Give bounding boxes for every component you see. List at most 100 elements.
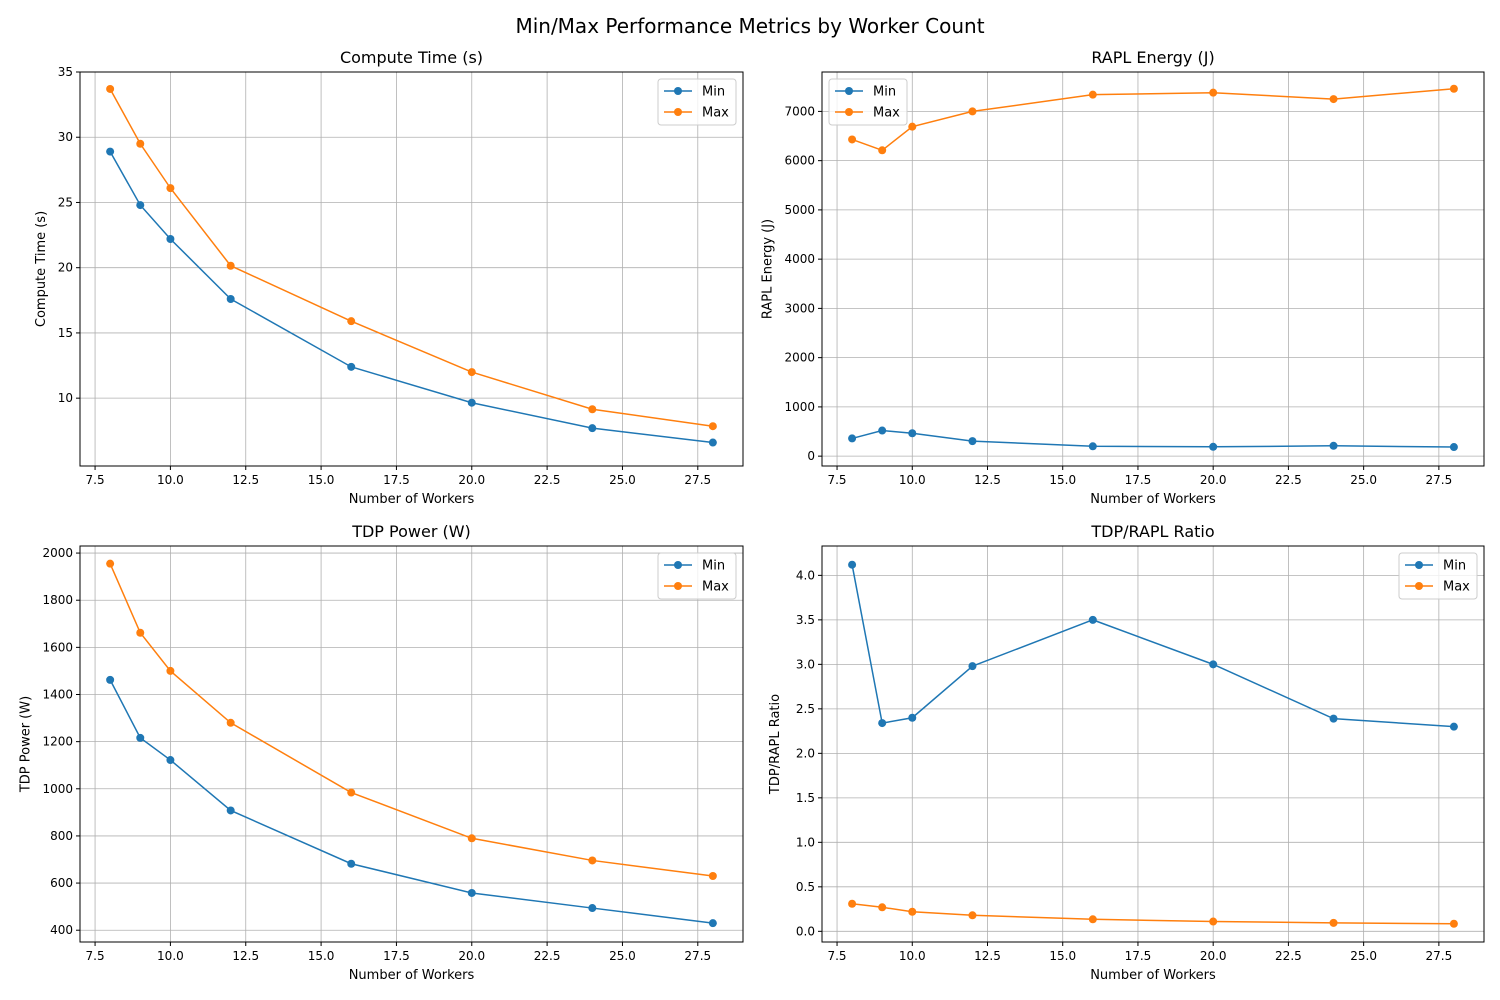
data-point-max bbox=[708, 422, 717, 431]
series-line-max bbox=[852, 902, 1454, 925]
y-tick-label: 3.0 bbox=[796, 657, 815, 671]
plot-area: 7.5 10.0 12.5 15.0 17.5 20.0 22.5 25.0 27.5 400 60… bbox=[19, 522, 744, 983]
data-point-min bbox=[106, 675, 115, 684]
legend-label-min: Min bbox=[1443, 559, 1466, 574]
y-tick-label: 2.0 bbox=[796, 746, 815, 760]
data-point-min bbox=[347, 362, 356, 371]
plot-area: 7.5 10.0 12.5 15.0 17.5 20.0 22.5 25.0 27.5 0 1000… bbox=[761, 48, 1485, 507]
y-tick-label: 1200 bbox=[42, 735, 73, 749]
x-tick-label: 10.0 bbox=[157, 473, 184, 487]
y-tick-label: 15 bbox=[58, 326, 73, 340]
data-point-min bbox=[1209, 442, 1218, 451]
x-tick-label: 27.5 bbox=[684, 949, 711, 963]
x-tick-label: 17.5 bbox=[383, 949, 410, 963]
x-tick-label: 17.5 bbox=[1125, 949, 1152, 963]
data-point-min bbox=[1209, 660, 1218, 669]
data-point-min bbox=[708, 919, 717, 928]
y-tick-label: 20 bbox=[58, 261, 73, 275]
y-tick-label: 10 bbox=[58, 391, 73, 405]
x-tick-label: 12.5 bbox=[232, 949, 259, 963]
data-point-max bbox=[467, 368, 476, 377]
legend-label-min: Min bbox=[702, 85, 725, 100]
plot-area: 7.5 10.0 12.5 15.0 17.5 20.0 22.5 25.0 27.5 0.0 0.… bbox=[768, 522, 1485, 983]
data-point-max bbox=[106, 559, 115, 568]
data-point-min bbox=[226, 806, 235, 815]
legend: Min Max bbox=[657, 78, 737, 126]
data-point-min bbox=[467, 398, 476, 407]
data-point-max bbox=[588, 856, 597, 865]
y-tick-label: 1800 bbox=[42, 593, 73, 607]
x-tick-label: 20.0 bbox=[1200, 949, 1227, 963]
data-point-min bbox=[878, 719, 887, 728]
y-tick-label: 2000 bbox=[42, 546, 73, 560]
series-line-min bbox=[109, 679, 713, 924]
y-tick-label: 25 bbox=[58, 195, 73, 209]
y-tick-label: 0.5 bbox=[796, 880, 815, 894]
y-axis-label: TDP Power (W) bbox=[19, 696, 34, 793]
axes-frame bbox=[821, 71, 1485, 467]
data-point-min bbox=[878, 426, 887, 435]
y-tick-label: 7000 bbox=[784, 104, 815, 118]
legend-marker-max bbox=[674, 582, 682, 590]
x-tick-label: 20.0 bbox=[1200, 473, 1227, 487]
data-point-min bbox=[136, 733, 145, 742]
x-tick-label: 25.0 bbox=[1350, 473, 1377, 487]
data-point-max bbox=[136, 139, 145, 148]
axes-frame bbox=[79, 71, 744, 467]
data-point-max bbox=[1329, 918, 1338, 927]
x-tick-label: 7.5 bbox=[827, 473, 846, 487]
x-tick-label: 25.0 bbox=[609, 949, 636, 963]
y-tick-label: 1.5 bbox=[796, 791, 815, 805]
legend-label-max: Max bbox=[702, 106, 729, 121]
data-point-max bbox=[467, 834, 476, 843]
x-tick-label: 7.5 bbox=[86, 949, 105, 963]
data-point-max bbox=[1209, 88, 1218, 97]
data-point-max bbox=[226, 718, 235, 727]
legend-marker-min bbox=[674, 561, 682, 569]
x-tick-label: 25.0 bbox=[609, 473, 636, 487]
data-point-min bbox=[1329, 714, 1338, 723]
data-point-max bbox=[226, 261, 235, 270]
data-point-min bbox=[848, 434, 857, 443]
x-tick-label: 22.5 bbox=[534, 949, 561, 963]
x-tick-label: 22.5 bbox=[1275, 473, 1302, 487]
data-point-max bbox=[588, 405, 597, 414]
x-tick-label: 22.5 bbox=[534, 473, 561, 487]
legend-label-min: Min bbox=[702, 559, 725, 574]
x-tick-label: 22.5 bbox=[1275, 949, 1302, 963]
legend-marker-min bbox=[1415, 561, 1423, 569]
y-tick-label: 1000 bbox=[784, 400, 815, 414]
data-point-min bbox=[166, 234, 175, 243]
data-point-min bbox=[1329, 441, 1338, 450]
y-tick-label: 2000 bbox=[784, 351, 815, 365]
y-tick-label: 30 bbox=[58, 130, 73, 144]
legend-marker-max bbox=[845, 108, 853, 116]
data-point-max bbox=[106, 84, 115, 93]
x-tick-label: 7.5 bbox=[827, 949, 846, 963]
x-tick-label: 7.5 bbox=[86, 473, 105, 487]
x-tick-label: 12.5 bbox=[974, 473, 1001, 487]
tdp-power-chart: 7.5 10.0 12.5 15.0 17.5 20.0 22.5 25.0 27.5 400 60… bbox=[19, 522, 744, 983]
data-point-min bbox=[908, 429, 917, 438]
y-tick-label: 600 bbox=[50, 876, 73, 890]
data-point-min bbox=[588, 904, 597, 913]
data-point-min bbox=[968, 437, 977, 446]
compute-time-chart: 7.5 10.0 12.5 15.0 17.5 20.0 22.5 25.0 27.5 10 15 2… bbox=[34, 48, 744, 507]
legend-marker-max bbox=[674, 108, 682, 116]
y-tick-label: 3000 bbox=[784, 301, 815, 315]
y-tick-label: 0.0 bbox=[796, 924, 815, 938]
data-point-max bbox=[136, 628, 145, 637]
x-axis-label: Number of Workers bbox=[1090, 492, 1216, 507]
data-point-max bbox=[848, 899, 857, 908]
series-line-max bbox=[109, 563, 713, 877]
rapl-energy-chart: 7.5 10.0 12.5 15.0 17.5 20.0 22.5 25.0 27.5 0 1000… bbox=[761, 48, 1485, 507]
y-axis-label: TDP/RAPL Ratio bbox=[768, 694, 783, 795]
legend: Min Max bbox=[1398, 552, 1478, 600]
x-axis-label: Number of Workers bbox=[349, 492, 475, 507]
legend-marker-min bbox=[845, 87, 853, 95]
y-tick-label: 4.0 bbox=[796, 568, 815, 582]
x-tick-label: 17.5 bbox=[1125, 473, 1152, 487]
data-point-min bbox=[708, 438, 717, 447]
data-point-min bbox=[467, 888, 476, 897]
